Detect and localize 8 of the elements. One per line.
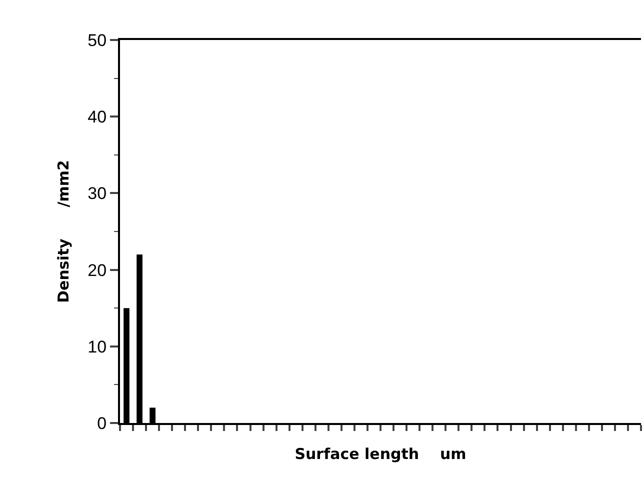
y-tick-label: 20 — [88, 260, 107, 280]
y-axis-title: Density /mm2 — [54, 160, 72, 303]
x-axis-title: Surface length um — [294, 444, 466, 463]
y-tick-label: 0 — [97, 414, 107, 433]
y-tick-label: 50 — [88, 30, 107, 50]
y-tick-label: 40 — [88, 108, 107, 127]
y-tick-label: 30 — [88, 184, 107, 204]
y-tick-label: 10 — [88, 337, 107, 356]
